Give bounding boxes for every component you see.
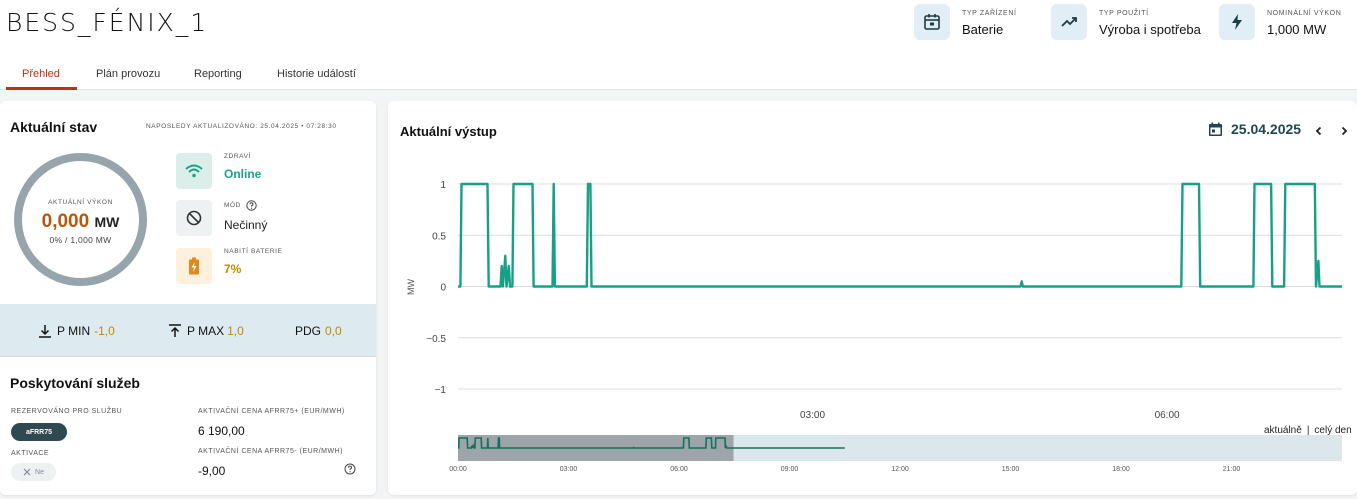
mode-label: MÓD — [224, 202, 241, 209]
mode-value: Nečinný — [224, 218, 268, 232]
power-value: 0,000 — [41, 211, 90, 232]
price-plus-label: AKTIVAČNÍ CENA AFRR75+ (EUR/MWH) — [198, 408, 345, 415]
navigator-tick-label: 09:00 — [781, 466, 799, 473]
pmax-label: P MAX — [187, 324, 225, 338]
navigator-tick-label: 03:00 — [560, 466, 578, 473]
last-updated: NAPOSLEDY AKTUALIZOVÁNO: 25.04.2025 • 07… — [146, 123, 337, 130]
power-sub: 0% / 1,000 MW — [49, 235, 112, 245]
reserved-label: REZERVOVÁNO PRO SLUŽBU — [11, 408, 123, 415]
pdg-item: PDG 0,0 — [295, 324, 342, 338]
close-icon — [23, 468, 31, 476]
pdg-label: PDG — [295, 324, 322, 338]
date-picker[interactable]: 25.04.2025 — [1208, 121, 1301, 137]
navigator-tick-label: 12:00 — [891, 466, 909, 473]
pmax-value: 1,0 — [227, 324, 244, 338]
status-title: Aktuální stav — [10, 119, 98, 135]
tab-bar: Přehled Plán provozu Reporting Historie … — [0, 58, 1357, 90]
navigator-tick-label: 06:00 — [670, 466, 688, 473]
range-full-link[interactable]: celý den — [1314, 425, 1352, 436]
price-plus-value: 6 190,00 — [198, 424, 245, 438]
services-title: Poskytování služeb — [10, 375, 140, 391]
price-minus-label: AKTIVAČNÍ CENA AFRR75- (EUR/MWH) — [198, 448, 343, 455]
nominal-power-label: NOMINÁLNÍ VÝKON — [1267, 9, 1342, 17]
y-axis-label: MW — [406, 279, 416, 295]
nominal-power-info: NOMINÁLNÍ VÝKON 1,000 MW — [1219, 4, 1341, 40]
reserved-chip: aFRR75 — [11, 423, 67, 441]
navigator-series-line — [457, 437, 845, 449]
trending-up-icon — [1051, 4, 1087, 40]
navigator-tick-label: 00:00 — [449, 466, 467, 473]
device-title: BESS_FÉNIX_1 — [6, 8, 209, 37]
output-series-line — [458, 182, 1342, 288]
calendar-icon — [1209, 122, 1222, 136]
power-label: AKTUÁLNÍ VÝKON — [48, 199, 113, 206]
nominal-power-value: 1,000 MW — [1267, 21, 1327, 37]
chevron-right-icon[interactable] — [1339, 126, 1349, 136]
help-icon[interactable] — [344, 463, 356, 475]
status-card: Aktuální stav NAPOSLEDY AKTUALIZOVÁNO: 2… — [0, 101, 376, 495]
usage-type-info: TYP POUŽITÍ Výroba i spotřeba — [1051, 4, 1201, 40]
help-icon[interactable] — [246, 200, 257, 211]
y-tick-label: −1 — [435, 385, 447, 396]
range-links: aktuálně | celý den — [1264, 425, 1352, 436]
arrow-up-to-line-icon — [169, 324, 181, 337]
x-tick-label: 03:00 — [800, 410, 825, 421]
tab-historie-udalosti[interactable]: Historie událostí — [277, 68, 356, 80]
pmin-item: P MIN -1,0 — [38, 324, 115, 338]
navigator-tick-label: 21:00 — [1223, 466, 1241, 473]
arrow-down-to-line-icon — [39, 325, 51, 338]
block-icon — [176, 200, 212, 236]
app-header: BESS_FÉNIX_1 TYP ZAŘÍZENÍ Baterie TYP PO… — [0, 0, 1357, 58]
y-tick-label: 1 — [440, 180, 446, 191]
tab-plan-provozu[interactable]: Plán provozu — [96, 68, 161, 80]
y-tick-label: 0.5 — [432, 231, 446, 242]
activation-chip-label: Ne — [35, 468, 44, 476]
charge-label: NABITÍ BATERIE — [224, 248, 283, 255]
usage-type-value: Výroba i spotřeba — [1099, 21, 1201, 37]
limits-band: P MIN -1,0 P MAX 1,0 PDG 0,0 — [0, 304, 376, 357]
x-tick-label: 06:00 — [1155, 410, 1180, 421]
charge-value: 7% — [224, 262, 242, 276]
wifi-icon — [176, 153, 212, 189]
device-type-value: Baterie — [962, 21, 1004, 37]
power-gauge: AKTUÁLNÍ VÝKON 0,000 MW 0% / 1,000 MW — [14, 153, 147, 286]
power-unit: MW — [94, 214, 120, 230]
pmin-value: -1,0 — [94, 324, 115, 338]
activation-chip: Ne — [11, 463, 56, 481]
active-tab-indicator — [6, 87, 77, 90]
health-value: Online — [224, 167, 262, 181]
navigator-tick-label: 15:00 — [1002, 466, 1020, 473]
device-type-info: TYP ZAŘÍZENÍ Baterie — [914, 4, 1017, 40]
activation-label: AKTIVACE — [11, 450, 50, 457]
health-label: ZDRAVÍ — [224, 153, 251, 160]
output-chart[interactable]: 1 0.5 0 −0.5 −1 03:00 06:00 MW 00:00 03:00 06:0… — [388, 101, 1357, 495]
y-tick-label: 0 — [440, 283, 446, 294]
price-minus-value: -9,00 — [198, 464, 226, 478]
output-card: Aktuální výstup 25.04.2025 1 0.5 0 −0.5 −1 0… — [388, 101, 1357, 495]
battery-icon — [176, 248, 212, 284]
tab-prehled[interactable]: Přehled — [22, 68, 60, 80]
usage-type-label: TYP POUŽITÍ — [1099, 9, 1149, 17]
calendar-battery-icon — [914, 4, 950, 40]
range-current-link[interactable]: aktuálně — [1264, 425, 1302, 436]
y-tick-label: −0.5 — [426, 334, 446, 345]
bolt-icon — [1219, 4, 1255, 40]
pdg-value: 0,0 — [325, 324, 342, 338]
chevron-left-icon[interactable] — [1314, 126, 1324, 136]
navigator-tick-label: 18:00 — [1112, 466, 1130, 473]
output-title: Aktuální výstup — [400, 124, 497, 139]
pmax-item: P MAX 1,0 — [168, 324, 244, 338]
pmin-label: P MIN — [57, 324, 91, 338]
date-value: 25.04.2025 — [1231, 121, 1302, 137]
tab-reporting[interactable]: Reporting — [194, 68, 242, 80]
device-type-label: TYP ZAŘÍZENÍ — [962, 9, 1017, 17]
range-separator: | — [1306, 425, 1310, 436]
